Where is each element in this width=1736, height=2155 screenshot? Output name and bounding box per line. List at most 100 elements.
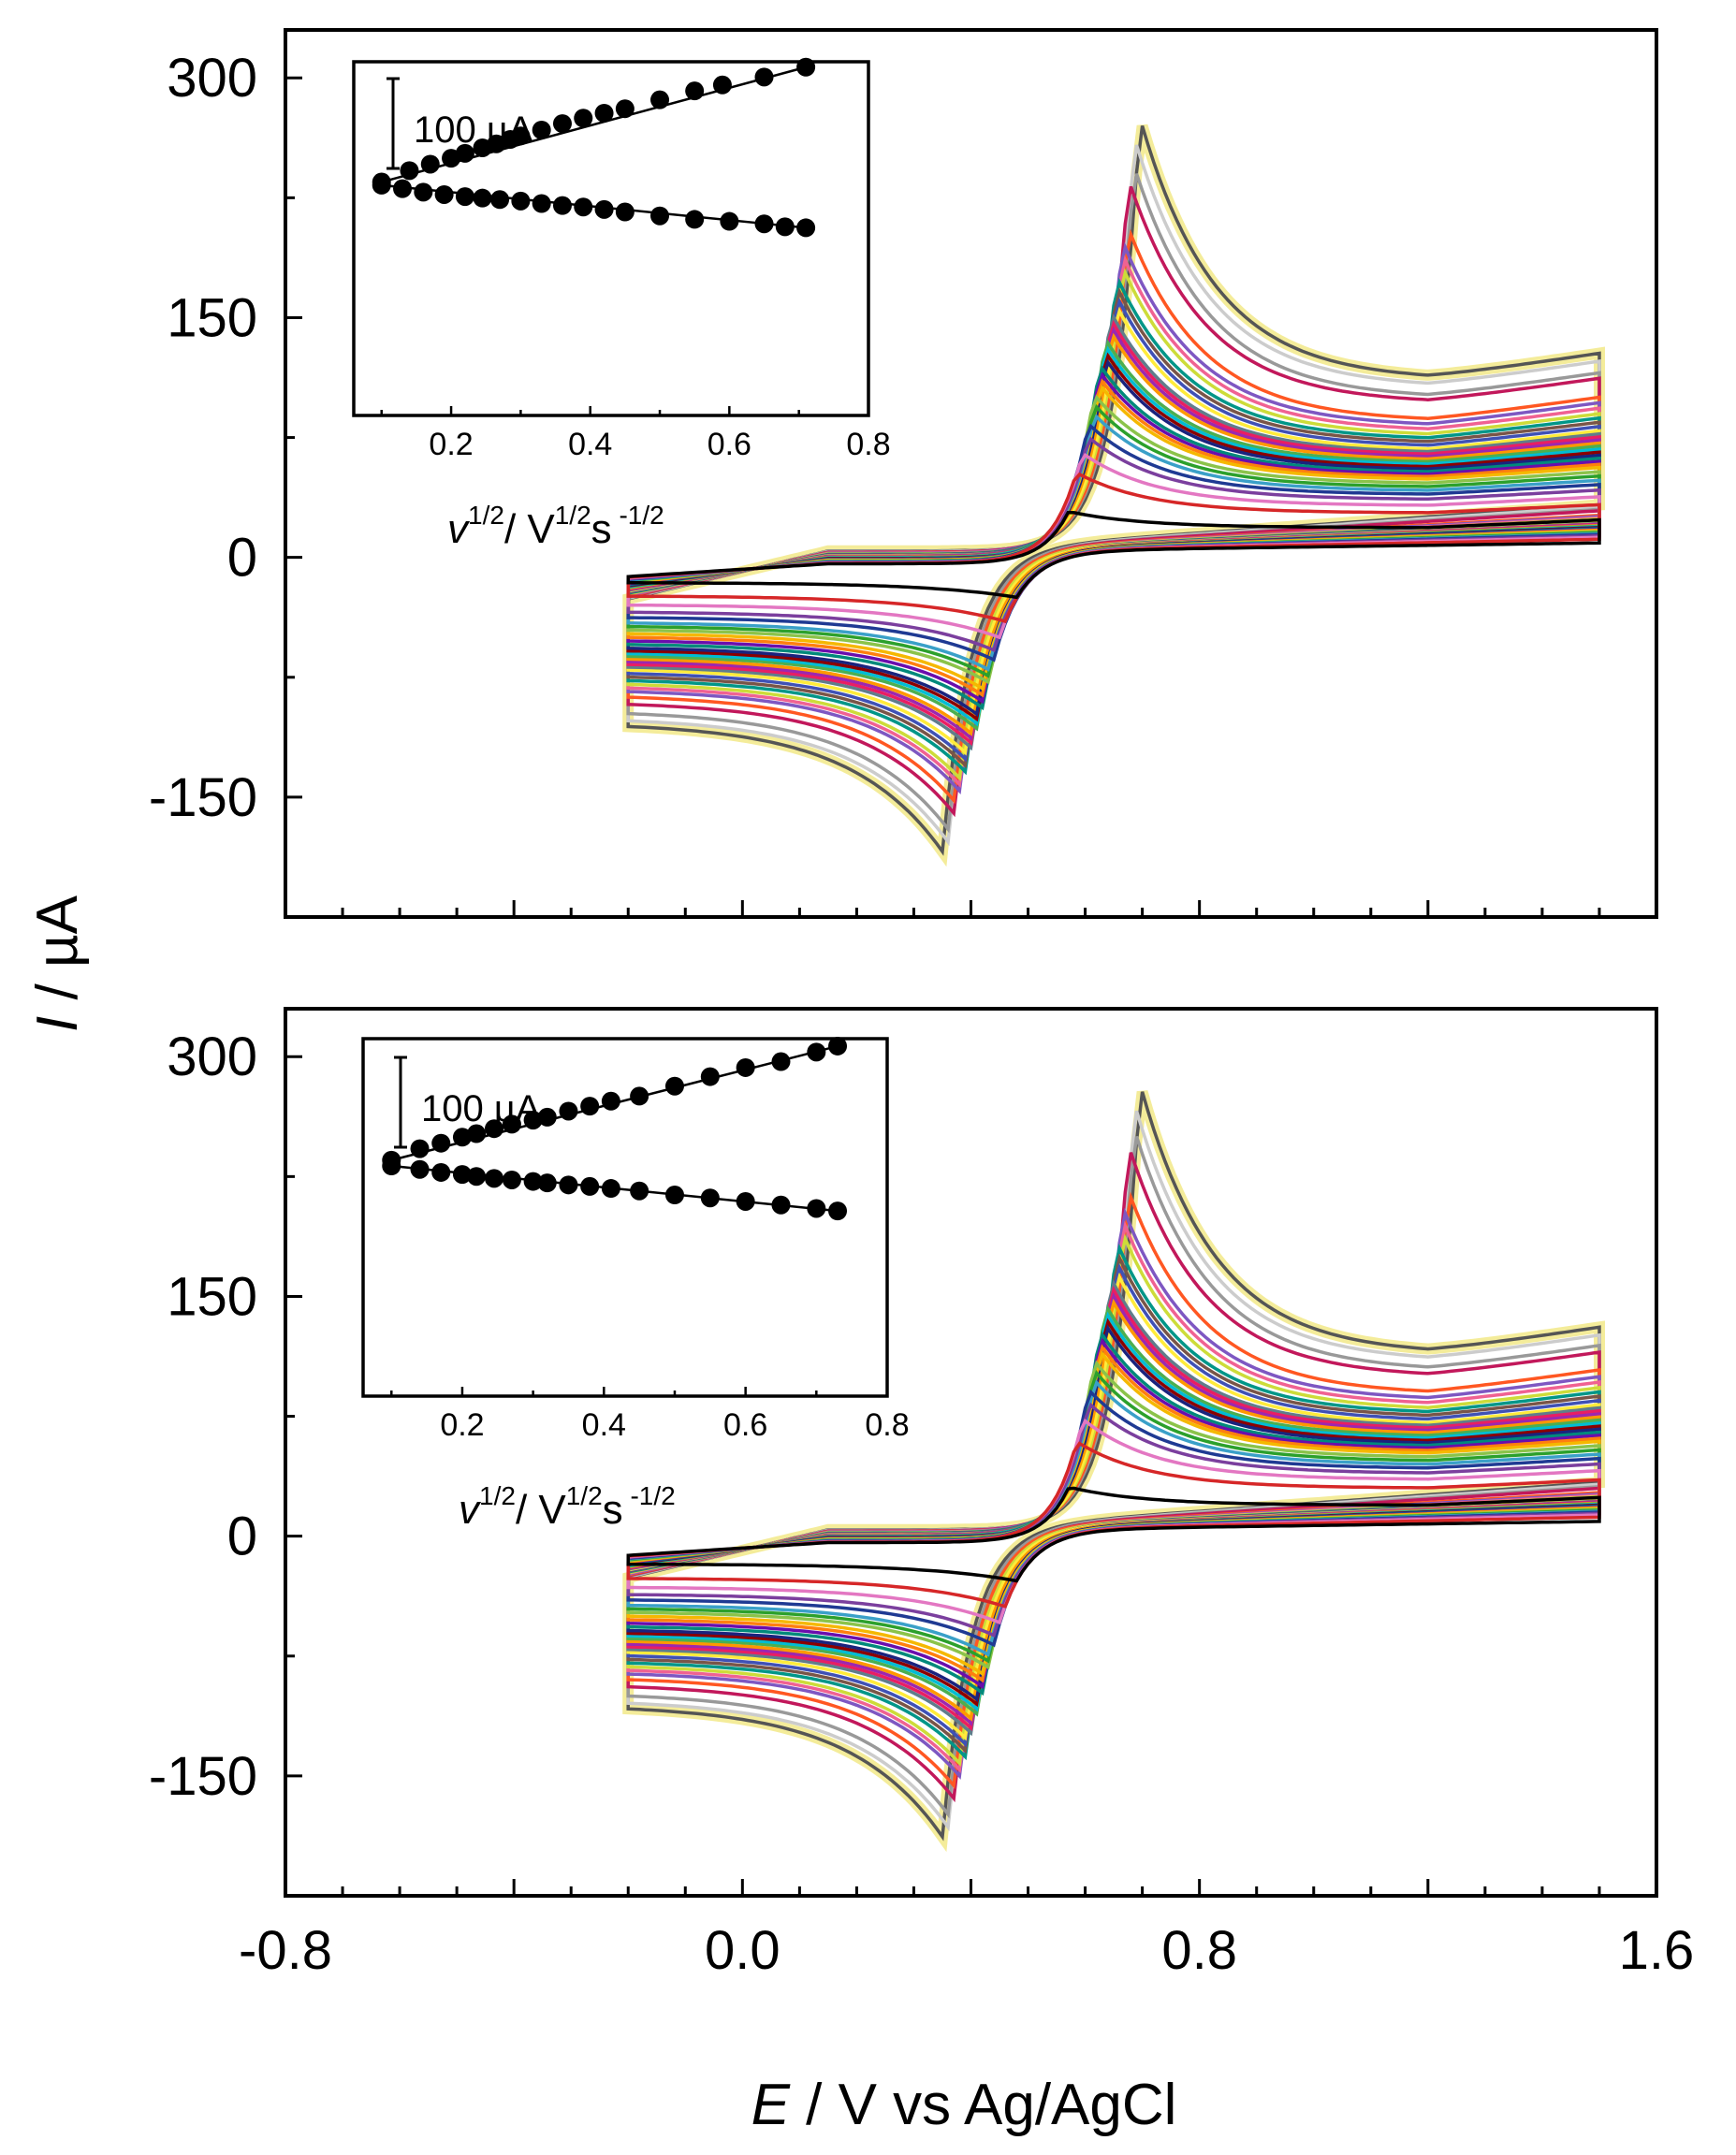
bottom-inset-point-anodic: [807, 1042, 826, 1062]
top-inset-x-axis-title: v1/2/ V1/2s -1/2: [447, 501, 664, 552]
bottom-inset-point-anodic: [502, 1114, 521, 1134]
top-inset-point-cathodic: [532, 194, 551, 213]
top-inset-point-cathodic: [490, 190, 510, 210]
bottom-inset-point-cathodic: [807, 1199, 826, 1218]
bottom-inset-x-axis-title: v1/2/ V1/2s -1/2: [459, 1481, 676, 1533]
top-scale-bar-label: 100 µA: [414, 109, 533, 151]
top-inset-point-anodic: [615, 99, 635, 119]
top-y-tick-label: 0: [227, 528, 257, 589]
top-y-tick-label: -150: [149, 767, 257, 828]
top-inset-point-anodic: [594, 103, 614, 123]
bottom-x-tick-label: 0.8: [1161, 1920, 1237, 1981]
bottom-inset-marks: [382, 1036, 848, 1221]
top-inset-point-cathodic: [372, 175, 391, 195]
top-inset-point-cathodic: [594, 199, 614, 219]
bottom-inset-point-anodic: [828, 1036, 848, 1056]
bottom-inset-point-anodic: [523, 1111, 543, 1130]
bottom-y-tick-label: 300: [167, 1027, 257, 1087]
bottom-x-ticks: -0.8 0.0 0.8 1.6: [239, 1879, 1694, 1981]
x-axis-title: E / V vs Ag/AgCl: [751, 2073, 1177, 2137]
top-inset-point-cathodic: [685, 210, 705, 229]
bottom-inset-x-tick-label: 0.2: [440, 1407, 484, 1443]
top-inset: 0.2 0.4 0.6 0.8 100 µA v1/2/ V1/2s -1/2: [352, 57, 891, 552]
top-inset-point-anodic: [420, 154, 440, 174]
bottom-panel: -0.8 0.0 0.8 1.6 -150 0 150 300 0.2 0.4 0.6 0.8 1…: [149, 1007, 1694, 1981]
top-inset-x-ticks: 0.2 0.4 0.6 0.8: [380, 406, 891, 462]
top-inset-point-cathodic: [650, 206, 670, 226]
bottom-inset-point-anodic: [452, 1128, 472, 1147]
bottom-x-tick-label: -0.8: [239, 1920, 332, 1981]
y-axis-title: I / µA: [25, 895, 90, 1032]
bottom-inset-point-anodic: [736, 1057, 755, 1077]
top-inset-point-cathodic: [455, 187, 474, 207]
top-inset-point-anodic: [532, 120, 551, 139]
bottom-inset-point-cathodic: [601, 1179, 620, 1199]
bottom-inset-point-anodic: [537, 1107, 557, 1127]
bottom-inset-x-tick-label: 0.6: [723, 1407, 767, 1443]
bottom-inset-point-cathodic: [700, 1188, 720, 1208]
bottom-inset-point-cathodic: [771, 1195, 791, 1215]
bottom-y-tick-label: 150: [167, 1266, 257, 1327]
bottom-inset: 0.2 0.4 0.6 0.8 100 µA v1/2/ V1/2s -1/2: [361, 1036, 910, 1533]
top-inset-point-cathodic: [414, 182, 433, 202]
top-cv-trace: [626, 511, 1601, 600]
top-inset-marks: [372, 57, 816, 238]
bottom-inset-x-tick-label: 0.8: [865, 1407, 909, 1443]
bottom-inset-frame: [361, 1037, 889, 1398]
top-inset-point-anodic: [455, 143, 474, 163]
top-inset-point-anodic: [754, 67, 774, 87]
top-inset-point-anodic: [400, 161, 419, 181]
top-inset-point-anodic: [796, 57, 816, 77]
bottom-inset-point-cathodic: [664, 1186, 684, 1205]
top-inset-point-cathodic: [574, 197, 593, 217]
bottom-inset-point-cathodic: [502, 1170, 521, 1189]
top-inset-point-anodic: [511, 126, 531, 146]
top-panel: -150 0 150 300 0.2 0.4 0.6 0.8 100 µA v1/2/ V1…: [149, 28, 1658, 919]
bottom-inset-point-cathodic: [828, 1201, 848, 1221]
bottom-inset-point-anodic: [580, 1097, 600, 1116]
bottom-x-tick-label: 1.6: [1619, 1920, 1695, 1981]
top-x-ticks: [284, 900, 1658, 917]
top-inset-point-anodic: [712, 75, 732, 95]
top-inset-point-cathodic: [720, 211, 739, 231]
bottom-inset-point-cathodic: [467, 1167, 487, 1187]
bottom-inset-point-anodic: [485, 1119, 503, 1139]
top-inset-x-tick-label: 0.6: [708, 427, 751, 462]
top-inset-point-cathodic: [393, 179, 413, 198]
top-inset-point-cathodic: [615, 202, 635, 222]
bottom-inset-x-ticks: 0.2 0.4 0.6 0.8: [390, 1387, 910, 1443]
bottom-y-ticks: -150 0 150 300: [149, 1027, 302, 1898]
bottom-x-tick-label: 0.0: [705, 1920, 780, 1981]
bottom-inset-point-anodic: [431, 1133, 451, 1153]
top-inset-point-cathodic: [754, 214, 774, 234]
top-inset-point-anodic: [574, 109, 593, 128]
top-cv-curves: [622, 124, 1605, 867]
bottom-inset-point-cathodic: [382, 1156, 401, 1175]
top-inset-x-tick-label: 0.8: [846, 427, 890, 462]
bottom-inset-point-anodic: [630, 1086, 649, 1106]
bottom-inset-point-anodic: [601, 1091, 620, 1111]
bottom-inset-point-anodic: [559, 1101, 578, 1121]
top-inset-point-anodic: [552, 114, 572, 134]
bottom-scale-bar-label: 100 µA: [421, 1088, 541, 1129]
bottom-inset-point-anodic: [410, 1139, 430, 1158]
bottom-inset-point-cathodic: [431, 1162, 451, 1182]
top-y-tick-label: 300: [167, 48, 257, 109]
bottom-inset-point-anodic: [771, 1052, 791, 1071]
bottom-cv-curves: [622, 1090, 1605, 1853]
bottom-inset-point-cathodic: [537, 1173, 557, 1193]
bottom-inset-point-anodic: [664, 1076, 684, 1096]
bottom-inset-point-cathodic: [736, 1191, 755, 1211]
top-inset-point-cathodic: [434, 184, 454, 204]
bottom-inset-point-cathodic: [485, 1169, 503, 1188]
top-y-tick-label: 150: [167, 287, 257, 348]
top-y-ticks: -150 0 150 300: [149, 48, 302, 919]
bottom-inset-point-cathodic: [559, 1175, 578, 1195]
bottom-y-tick-label: -150: [149, 1746, 257, 1807]
bottom-inset-point-anodic: [467, 1124, 487, 1143]
top-inset-point-anodic: [685, 81, 705, 101]
top-inset-x-tick-label: 0.4: [568, 427, 612, 462]
bottom-inset-x-tick-label: 0.4: [582, 1407, 626, 1443]
top-inset-point-cathodic: [552, 196, 572, 215]
